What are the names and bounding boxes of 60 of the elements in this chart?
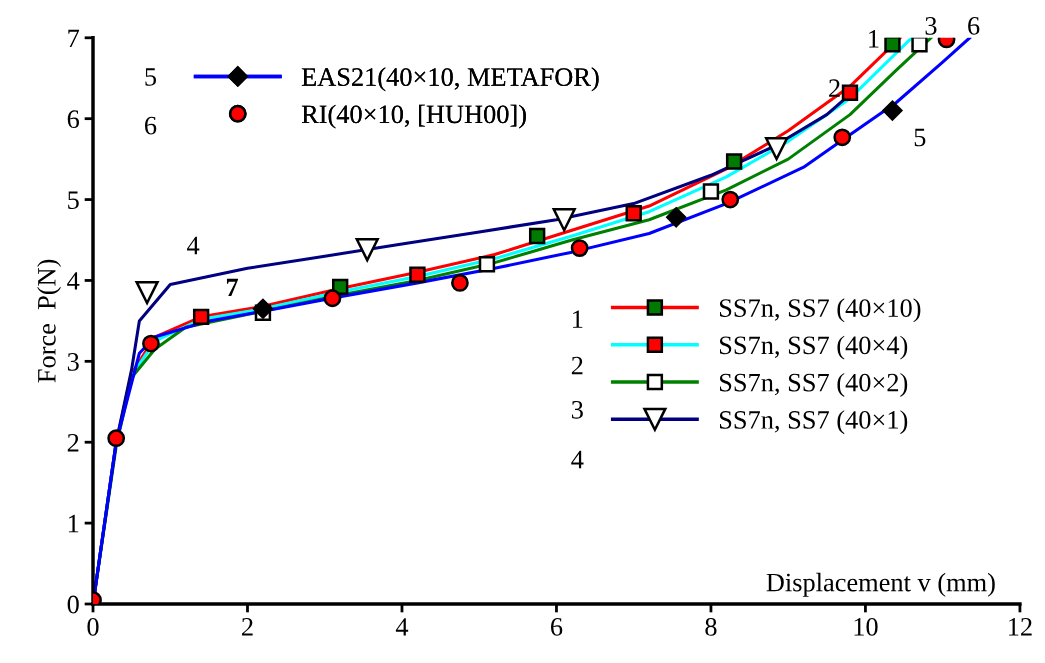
point bbox=[666, 207, 687, 228]
annotation: 1 bbox=[869, 30, 879, 48]
point bbox=[192, 308, 210, 326]
point bbox=[355, 238, 379, 262]
text: 3 bbox=[925, 17, 937, 35]
annotation: 5 bbox=[914, 128, 926, 147]
annotation: 6 bbox=[145, 116, 157, 135]
y-axis-title: Force P(N) bbox=[37, 259, 62, 383]
y-tick-label: 3 bbox=[67, 353, 79, 371]
point bbox=[451, 273, 469, 292]
y-tick-label: 6 bbox=[67, 110, 80, 129]
x-tick-label: 8 bbox=[705, 617, 717, 636]
point bbox=[764, 136, 789, 161]
point bbox=[882, 100, 903, 121]
y-tick-label: 5 bbox=[68, 191, 79, 209]
annotation: 3 bbox=[571, 400, 583, 419]
y-tick-label: 4 bbox=[67, 272, 80, 290]
x-tick-label: 4 bbox=[395, 618, 409, 636]
y-tick-label: 0 bbox=[67, 595, 79, 614]
point bbox=[884, 37, 901, 53]
point bbox=[833, 128, 852, 147]
point bbox=[323, 289, 342, 308]
point bbox=[721, 190, 740, 209]
point bbox=[725, 153, 743, 170]
point bbox=[552, 208, 576, 232]
y-tick-label: 2 bbox=[67, 433, 79, 452]
point bbox=[841, 84, 859, 101]
point bbox=[252, 298, 274, 319]
point bbox=[142, 334, 160, 353]
legend-label: SS7n, SS7 (40×4) bbox=[719, 335, 908, 360]
x-tick-label: 0 bbox=[87, 617, 99, 636]
legend-label: RI(40×10, [HUH00]) bbox=[301, 104, 526, 129]
point bbox=[107, 429, 126, 448]
point bbox=[702, 183, 720, 200]
point bbox=[409, 266, 426, 283]
x-tick-label: 10 bbox=[854, 617, 878, 636]
annotation: 5 bbox=[145, 68, 157, 86]
x-axis-title: Displacement v (mm) bbox=[766, 572, 995, 597]
y-tick-label: 7 bbox=[68, 29, 80, 47]
x-tick-label: 12 bbox=[1009, 618, 1032, 636]
point bbox=[528, 227, 546, 245]
point bbox=[478, 256, 496, 273]
annotation: 4 bbox=[187, 236, 200, 255]
point bbox=[625, 205, 642, 222]
y-tick-label: 1 bbox=[68, 514, 79, 533]
point bbox=[911, 37, 928, 53]
legend-label: SS7n, SS7 (40×1) bbox=[719, 410, 908, 435]
annotation: 2 bbox=[571, 356, 583, 375]
annotation: 4 bbox=[571, 450, 584, 469]
legend-label: SS7n, SS7 (40×2) bbox=[719, 372, 908, 397]
legend-label: SS7n, SS7 (40×10) bbox=[719, 298, 921, 323]
point bbox=[570, 239, 589, 257]
annotation: 1 bbox=[573, 310, 583, 328]
annotation: 2 bbox=[829, 79, 840, 97]
text: 6 bbox=[968, 17, 980, 35]
legend-label: EAS21(40×10, METAFOR) bbox=[301, 67, 599, 92]
point bbox=[135, 280, 159, 305]
x-tick-label: 6 bbox=[551, 618, 563, 636]
x-tick-label: 2 bbox=[242, 618, 253, 636]
annotation: 7 bbox=[226, 278, 238, 297]
